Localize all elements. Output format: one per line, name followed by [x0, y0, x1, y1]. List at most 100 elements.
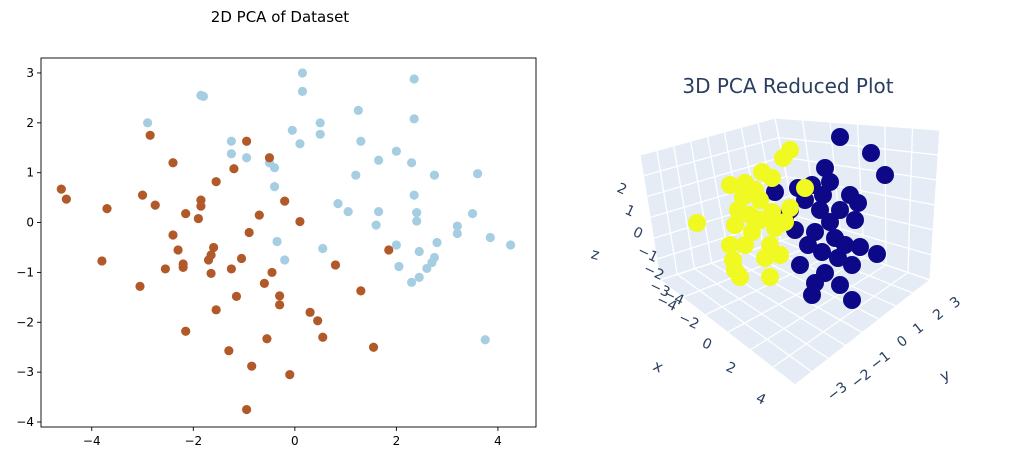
data-point-series-1	[427, 257, 437, 268]
data-point-series-2	[330, 260, 341, 270]
gridline-right-panel	[782, 156, 937, 181]
plot-area-2d	[40, 57, 537, 428]
gridline-right-panel	[774, 117, 941, 131]
data-point-series-2	[259, 278, 269, 288]
data-point-series-2	[150, 200, 160, 210]
data-point-series-2	[211, 305, 221, 315]
data-point-series-2	[137, 190, 148, 200]
data-point-series-2	[244, 227, 254, 238]
data-point-series-1	[226, 149, 236, 159]
z-tick: −1	[635, 243, 660, 266]
x-tick: 4	[753, 390, 768, 408]
gridline-floor	[749, 264, 887, 351]
data-point-3d-cluster-b	[731, 268, 749, 286]
data-point-3d-cluster-b	[774, 149, 792, 167]
data-point-series-1	[297, 86, 308, 97]
data-point-3d-cluster-a	[843, 256, 861, 274]
data-point-series-1	[414, 272, 424, 283]
data-point-series-2	[209, 242, 219, 253]
y-tick: 2	[930, 306, 947, 324]
data-point-series-1	[315, 118, 325, 128]
data-point-series-1	[333, 199, 343, 209]
data-point-series-2	[295, 216, 305, 227]
z-tick: 1	[622, 202, 637, 220]
data-point-3d-cluster-a	[831, 201, 849, 219]
data-point-series-1	[391, 240, 401, 250]
y-tick-label: 1	[26, 166, 34, 180]
data-point-series-1	[351, 170, 361, 180]
data-point-series-1	[143, 118, 153, 128]
data-point-3d-cluster-a	[803, 286, 821, 304]
data-point-series-1	[295, 139, 305, 149]
data-point-series-2	[264, 153, 275, 163]
gridline-right-panel	[793, 214, 932, 256]
data-point-3d-cluster-b	[721, 176, 739, 194]
data-point-3d-cluster-b	[688, 214, 706, 232]
data-point-series-2	[280, 196, 290, 206]
data-point-3d-cluster-a	[816, 159, 834, 177]
data-point-3d-cluster-a	[868, 245, 886, 263]
x-tick-label: −4	[83, 434, 101, 448]
data-point-series-2	[236, 253, 247, 264]
data-point-series-2	[61, 194, 71, 204]
data-point-series-2	[178, 262, 188, 273]
data-point-series-2	[206, 268, 216, 279]
x-tick: 0	[699, 335, 714, 353]
data-point-series-2	[247, 361, 257, 371]
z-tick: −4	[654, 292, 680, 315]
data-point-series-1	[343, 206, 353, 217]
data-point-series-2	[262, 334, 272, 344]
x-axis-label: x	[650, 356, 666, 376]
data-point-series-1	[452, 221, 462, 231]
data-point-series-1	[280, 255, 290, 265]
gridline-left-panel	[639, 117, 776, 156]
z-axis-label: z	[589, 244, 601, 263]
x-tick-label: −2	[184, 434, 202, 448]
data-point-3d-cluster-a	[766, 183, 784, 201]
data-point-series-1	[467, 208, 478, 219]
y-tick-label: 2	[26, 116, 34, 130]
data-point-series-2	[275, 300, 285, 310]
z-tick: −2	[641, 261, 666, 284]
data-point-3d-cluster-b	[756, 249, 774, 267]
x-tick-label: 4	[494, 434, 502, 448]
z-tick: 0	[630, 224, 645, 242]
data-point-series-2	[181, 208, 191, 219]
gridline-left-panel	[643, 136, 780, 177]
data-point-series-2	[242, 404, 252, 415]
data-point-series-2	[318, 332, 328, 342]
data-point-series-1	[452, 228, 462, 239]
data-point-series-1	[287, 125, 297, 135]
gridline-left-panel	[649, 175, 787, 219]
data-point-series-2	[356, 286, 366, 296]
data-point-3d-cluster-a	[829, 249, 847, 267]
data-point-series-2	[168, 230, 178, 240]
data-point-series-2	[285, 370, 295, 380]
y-tick: 1	[910, 320, 927, 338]
x-axis-ticks: −4 −2 0 2 4	[661, 286, 768, 409]
data-point-series-2	[102, 203, 112, 214]
data-point-3d-cluster-b	[771, 246, 789, 264]
pca-3d-chart: 3D PCA Reduced Plot z x y 2 1 0 −1 −2 −3…	[589, 74, 964, 409]
data-point-series-1	[429, 170, 440, 180]
y-axis-label: y	[937, 365, 953, 385]
data-point-series-1	[196, 90, 206, 100]
gridline-right-panel	[778, 136, 939, 156]
data-point-series-1	[480, 335, 490, 345]
x-tick: −2	[676, 310, 701, 333]
data-point-series-1	[356, 136, 366, 146]
data-point-series-1	[269, 163, 280, 173]
data-point-3d-cluster-a	[851, 238, 869, 256]
data-point-3d-cluster-b	[781, 199, 799, 217]
data-point-3d-cluster-a	[843, 291, 861, 309]
y-tick: −1	[867, 348, 893, 373]
data-point-series-1	[353, 105, 363, 115]
y-tick-label: 0	[26, 216, 34, 230]
data-point-3d-cluster-a	[846, 211, 864, 229]
z-tick: −3	[647, 278, 672, 301]
data-points-2d	[56, 68, 516, 415]
data-point-3d-cluster-a	[862, 144, 880, 162]
data-point-series-2	[226, 264, 236, 274]
data-point-3d-cluster-b	[751, 211, 769, 229]
